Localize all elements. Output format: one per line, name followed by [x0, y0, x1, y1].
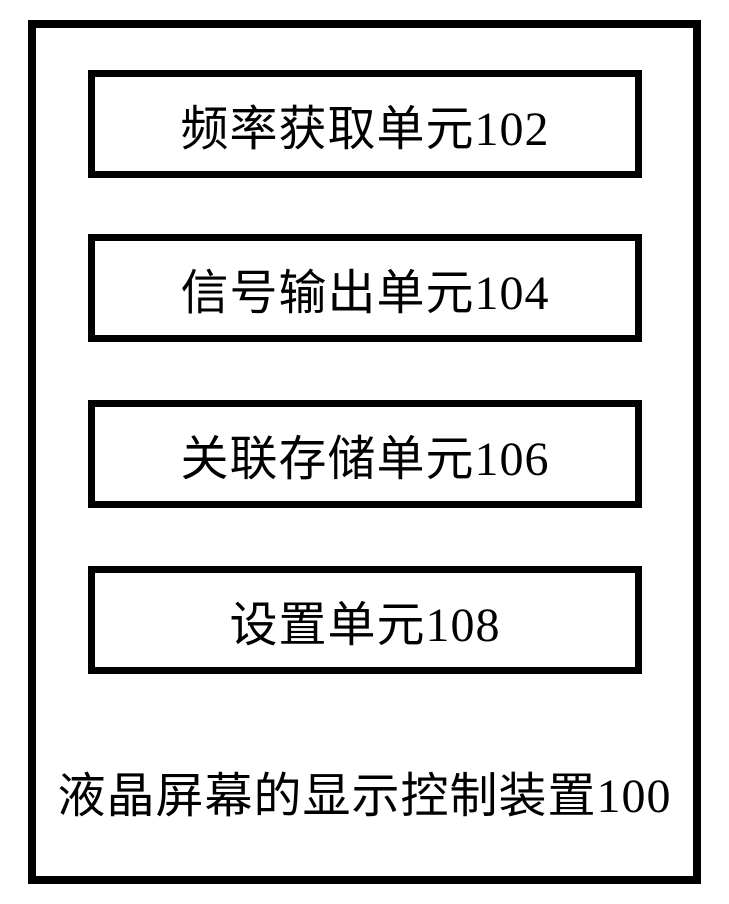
unit-block-108: 设置单元108	[88, 566, 642, 674]
diagram-caption: 液晶屏幕的显示控制装置100	[36, 756, 693, 826]
unit-label: 频率获取单元102	[180, 89, 549, 159]
unit-label: 关联存储单元106	[180, 419, 549, 489]
unit-label: 设置单元108	[229, 585, 500, 655]
diagram-outer-box: 频率获取单元102 信号输出单元104 关联存储单元106 设置单元108 液晶…	[28, 20, 701, 884]
unit-label: 信号输出单元104	[180, 253, 549, 323]
unit-block-104: 信号输出单元104	[88, 234, 642, 342]
unit-block-102: 频率获取单元102	[88, 70, 642, 178]
unit-block-106: 关联存储单元106	[88, 400, 642, 508]
